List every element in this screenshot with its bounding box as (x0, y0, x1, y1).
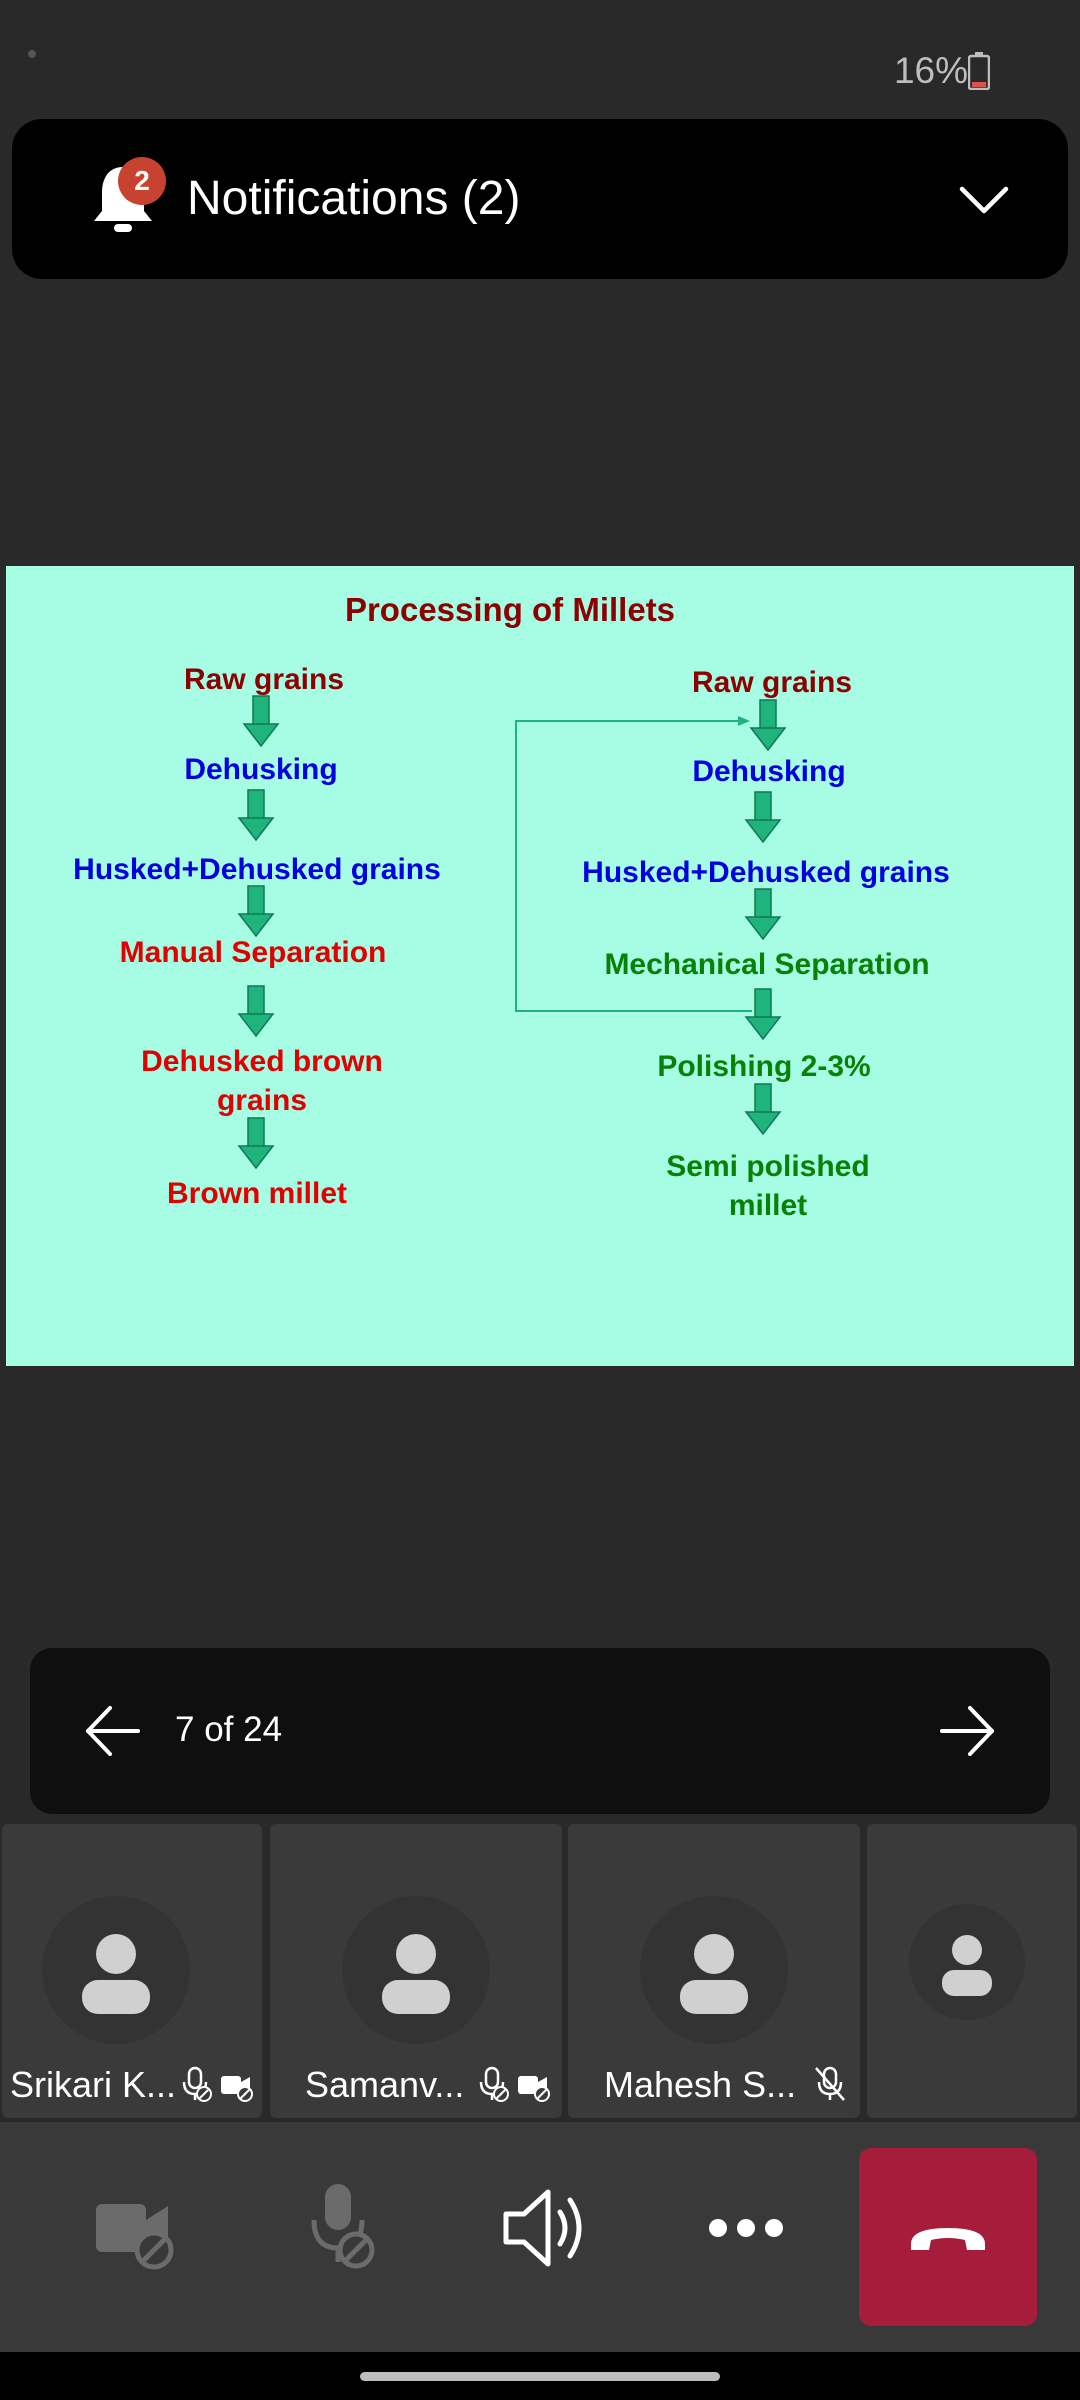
left-step-dehusked-brown: Dehusked brown (141, 1045, 383, 1078)
feedback-loop-arrow (515, 716, 752, 1012)
right-step-semi-polished: Semi polished (666, 1150, 869, 1183)
call-controls (0, 2122, 1080, 2352)
participant-strip: Srikari K... Samanv... (0, 1824, 1080, 2120)
left-arrow-2 (238, 789, 274, 841)
arrow-left-icon[interactable] (80, 1698, 146, 1764)
status-dot (28, 50, 36, 58)
right-step-raw-grains: Raw grains (692, 666, 852, 699)
person-icon (82, 1934, 150, 2014)
notification-badge: 2 (118, 157, 166, 205)
mic-off-icon[interactable] (292, 2178, 392, 2278)
left-arrow-1 (243, 695, 279, 747)
slide-flowchart: Processing of Millets Raw grains Dehuski… (73, 591, 950, 1222)
avatar (909, 1904, 1025, 2020)
notifications-bar[interactable]: 2 Notifications (2) (12, 119, 1068, 279)
home-indicator[interactable] (360, 2372, 720, 2381)
right-arrow-4 (745, 988, 781, 1040)
status-bar: 16% (0, 0, 1080, 112)
speaker-icon[interactable] (496, 2178, 596, 2278)
slide-pager: 7 of 24 (30, 1648, 1050, 1814)
participant-name: Samanv... (305, 2064, 465, 2105)
person-icon (942, 1935, 992, 1996)
chevron-down-icon[interactable] (956, 173, 1012, 229)
participant-name: Srikari K... (10, 2064, 177, 2105)
battery-icon (968, 52, 990, 90)
participant-name: Mahesh S... (604, 2064, 797, 2105)
right-step-husked-dehusked: Husked+Dehusked grains (582, 856, 950, 889)
left-step-raw-grains: Raw grains (184, 663, 344, 696)
left-arrow-3 (238, 885, 274, 937)
participant-tile[interactable] (867, 1824, 1077, 2118)
participant-tile[interactable]: Mahesh S... (568, 1824, 860, 2118)
left-step-dehusked-brown-2: grains (217, 1084, 307, 1117)
participant-tile[interactable]: Samanv... (270, 1824, 562, 2118)
participant-tile[interactable]: Srikari K... (2, 1824, 262, 2118)
phone-hangup-icon (911, 2228, 985, 2250)
right-step-mechanical-separation: Mechanical Separation (604, 948, 929, 981)
left-arrow-5 (238, 1117, 274, 1169)
mic-off-icon (182, 2066, 212, 2102)
left-step-husked-dehusked: Husked+Dehusked grains (73, 853, 441, 886)
avatar (42, 1896, 190, 2044)
camera-off-icon (518, 2076, 550, 2102)
arrow-right-icon[interactable] (934, 1698, 1000, 1764)
right-arrow-1 (750, 699, 786, 751)
camera-off-icon (221, 2076, 253, 2102)
battery-level: 16% (893, 50, 968, 91)
right-step-polishing: Polishing 2-3% (657, 1050, 870, 1083)
mic-off-icon (479, 2066, 509, 2102)
avatar (640, 1896, 788, 2044)
left-step-brown-millet: Brown millet (167, 1177, 347, 1210)
right-arrow-5 (745, 1083, 781, 1135)
right-step-semi-polished-2: millet (729, 1189, 807, 1222)
shared-slide: Processing of Millets Raw grains Dehuski… (6, 566, 1074, 1366)
hang-up-button[interactable] (859, 2148, 1037, 2326)
slide-title: Processing of Millets (345, 591, 675, 628)
more-options-icon[interactable] (696, 2178, 796, 2278)
right-arrow-3 (745, 888, 781, 940)
left-step-manual-separation: Manual Separation (120, 936, 387, 969)
left-step-dehusking: Dehusking (184, 753, 337, 786)
home-bar (0, 2352, 1080, 2400)
camera-off-icon[interactable] (88, 2178, 188, 2278)
person-icon (680, 1934, 748, 2014)
avatar (342, 1896, 490, 2044)
page-indicator: 7 of 24 (175, 1710, 283, 1749)
muted-icon (815, 2066, 845, 2101)
notifications-title: Notifications (2) (187, 172, 521, 225)
left-arrow-4 (238, 985, 274, 1037)
right-step-dehusking: Dehusking (692, 755, 845, 788)
right-arrow-2 (745, 791, 781, 843)
person-icon (382, 1934, 450, 2014)
